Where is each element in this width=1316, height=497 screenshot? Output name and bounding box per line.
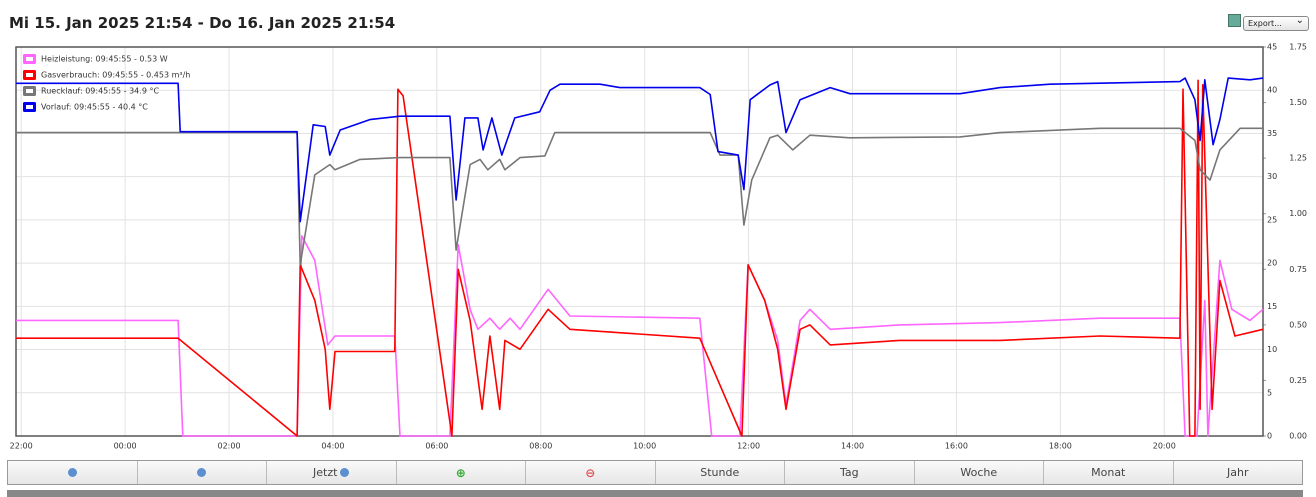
plot-border [15,46,1264,437]
icon [340,468,350,477]
series-line [16,127,1263,266]
x-tick-label: 16:00 [945,442,968,451]
y2-tick-label: 1.75 [1289,43,1307,52]
y-tick-label: 0 [1267,432,1272,441]
chart: 22:00 00:00 02:00 04:00 06:00 08:00 10:00 12:00… [10,43,1307,451]
icon [197,468,207,477]
button-label: Jahr [1227,466,1249,479]
y2-tick-label: 1.00 [1289,209,1307,218]
x-tick-label: 00:00 [114,442,137,451]
day-button[interactable]: Tag [785,461,915,484]
legend-swatch-inner [26,57,33,61]
button-label: Jetzt [313,466,338,479]
plot-background [16,47,1263,436]
series-line [16,79,1264,437]
legend-swatch-inner [26,73,33,77]
y-tick-label: 40 [1267,86,1277,95]
back-button[interactable] [8,461,138,484]
zoom-out-button[interactable]: ⊖ [526,461,656,484]
y-tick-label: 45 [1267,43,1277,52]
y-tick-label: 15 [1267,302,1277,311]
y2-tick-label: 1.50 [1289,98,1307,107]
button-label: Tag [839,466,859,479]
y2-tick-label: 0.75 [1289,265,1307,274]
x-tick-label: 04:00 [321,442,344,451]
x-tick-label: 20:00 [1153,442,1176,451]
now-button[interactable]: Jetzt [267,461,397,484]
y2-tick-label: 1.25 [1289,154,1307,163]
y-tick-label: 20 [1267,259,1277,268]
button-label: Stunde [700,466,740,479]
footer-strip [7,490,1303,497]
export-icon[interactable] [1228,14,1241,27]
export-select[interactable]: Export... [1243,14,1309,31]
zoom-in-button[interactable]: ⊕ [397,461,526,484]
button-label: Woche [960,466,998,479]
y-tick-label: 30 [1267,172,1277,181]
y-tick-label: 25 [1267,215,1277,224]
icon: ⊖ [585,465,596,480]
chart-title: Mi 15. Jan 2025 21:54 - Do 16. Jan 2025 … [9,14,396,32]
legend-label: Heizleistung: 09:45:55 - 0.53 W [41,55,168,64]
y-tick-label: 10 [1267,345,1277,354]
icon: ⊕ [455,465,466,480]
icon [67,468,77,477]
y-tick-label: 5 [1267,388,1272,397]
x-tick-label: 18:00 [1049,442,1072,451]
button-label: Monat [1091,466,1126,479]
legend-label: Ruecklauf: 09:45:55 - 34.9 °C [41,87,159,96]
week-button[interactable]: Woche [915,461,1044,484]
x-tick-label: 22:00 [10,442,33,451]
legend-swatch-inner [26,105,33,109]
y2-tick-label: 0.00 [1289,432,1307,441]
y2-tick-label: 0.25 [1289,376,1307,385]
month-button[interactable]: Monat [1044,461,1174,484]
year-button[interactable]: Jahr [1174,461,1303,484]
x-tick-label: 12:00 [737,442,760,451]
legend-swatch-inner [26,89,33,93]
series-line [16,235,1264,437]
hour-button[interactable]: Stunde [656,461,785,484]
x-tick-label: 02:00 [217,442,240,451]
y2-tick-label: 0.50 [1289,320,1307,329]
x-tick-label: 14:00 [841,442,864,451]
legend-label: Vorlauf: 09:45:55 - 40.4 °C [41,103,148,112]
x-tick-label: 08:00 [529,442,552,451]
x-tick-label: 10:00 [633,442,656,451]
forward-button[interactable] [138,461,267,484]
x-tick-label: 06:00 [425,442,448,451]
nav-bar: Jetzt ⊕ ⊖ Stunde Tag Woche Monat Jahr [7,460,1303,485]
series-line [16,77,1264,223]
y-tick-label: 35 [1267,129,1277,138]
legend-label: Gasverbrauch: 09:45:55 - 0.453 m³/h [41,71,190,80]
